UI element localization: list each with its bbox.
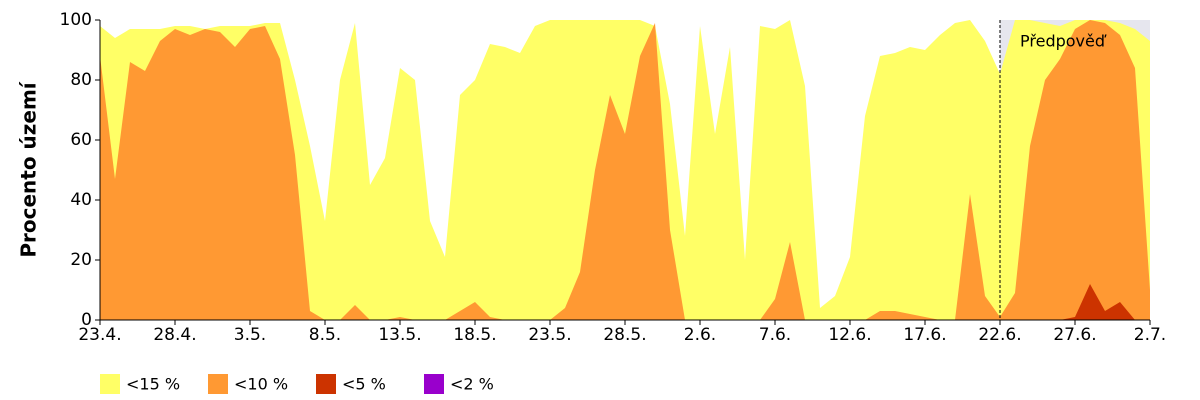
x-tick-label: 13.5. <box>378 325 421 345</box>
x-tick-label: 28.5. <box>603 325 646 345</box>
x-tick-label: 8.5. <box>309 325 341 345</box>
y-tick-label: 40 <box>70 190 92 210</box>
y-axis-label: Procento území <box>17 81 41 257</box>
x-tick-label: 27.6. <box>1053 325 1096 345</box>
legend-swatch <box>316 374 336 394</box>
y-tick-label: 80 <box>70 70 92 90</box>
y-tick-label: 20 <box>70 250 92 270</box>
annotation: Předpověď <box>1020 32 1107 51</box>
x-tick-label: 12.6. <box>828 325 871 345</box>
x-tick-label: 7.6. <box>759 325 791 345</box>
y-tick-label: 0 <box>81 310 92 330</box>
legend-swatch <box>424 374 444 394</box>
legend-label: <2 % <box>450 375 494 394</box>
x-tick-label: 23.4. <box>78 325 121 345</box>
x-tick-label: 2.6. <box>684 325 716 345</box>
legend-swatch <box>100 374 120 394</box>
x-tick-label: 23.5. <box>528 325 571 345</box>
x-tick-label: 17.6. <box>903 325 946 345</box>
area <box>100 20 1150 320</box>
y-tick-label: 100 <box>60 10 92 30</box>
x-tick-label: 28.4. <box>153 325 196 345</box>
x-tick-label: 18.5. <box>453 325 496 345</box>
legend-label: <10 % <box>234 375 288 394</box>
x-tick-label: 2.7. <box>1134 325 1166 345</box>
legend-label: <15 % <box>126 375 180 394</box>
legend-swatch <box>208 374 228 394</box>
x-tick-label: 3.5. <box>234 325 266 345</box>
y-tick-label: 60 <box>70 130 92 150</box>
legend-label: <5 % <box>342 375 386 394</box>
x-tick-label: 22.6. <box>978 325 1021 345</box>
